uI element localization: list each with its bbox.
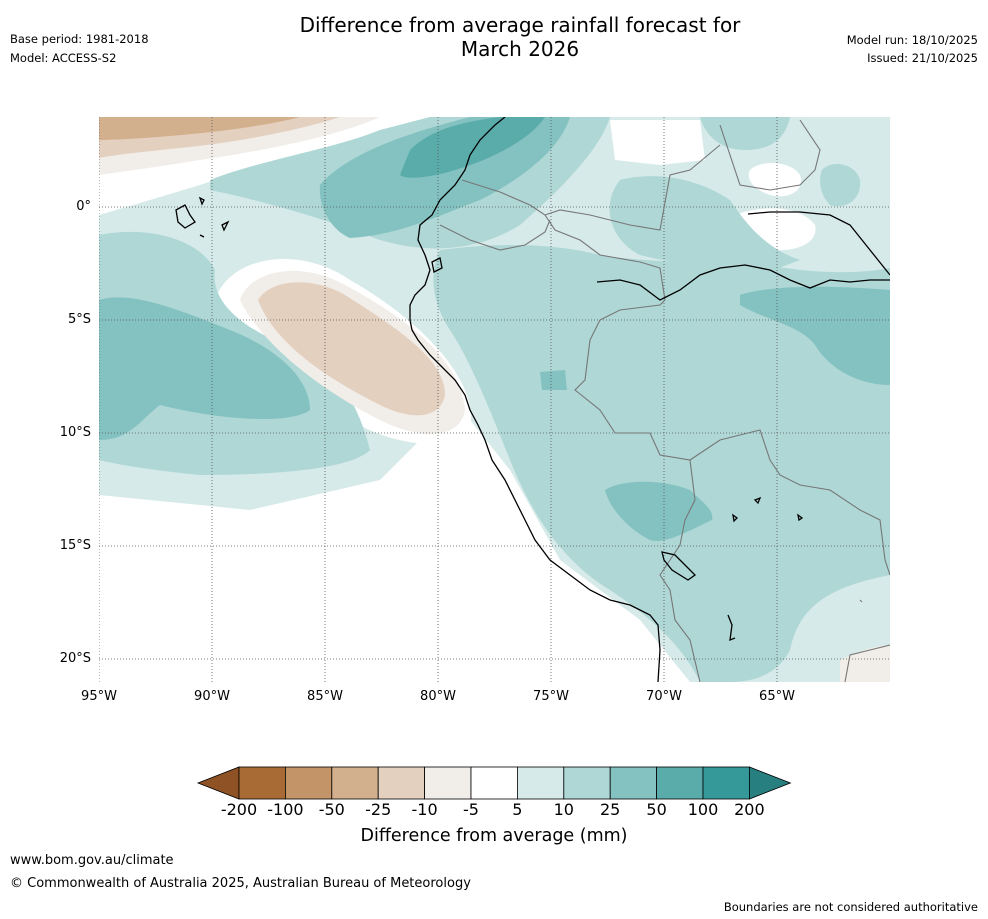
band-neutral-bolivia [748, 163, 801, 197]
colorbar-swatch [238, 766, 286, 800]
border-colombia-peru [461, 179, 666, 301]
band-25-50-peru [540, 370, 567, 390]
colorbar-tick-label: -5 [463, 800, 479, 819]
base-period: Base period: 1981-2018 [10, 32, 149, 46]
footer-url[interactable]: www.bom.gov.au/climate [10, 853, 174, 868]
colorbar-under-arrow [196, 766, 240, 800]
lat-label: 0° [76, 199, 91, 214]
colorbar-swatch [377, 766, 426, 800]
colorbar-tick-label: -10 [411, 800, 438, 819]
galapagos-isabela [175, 204, 196, 229]
footer-copyright: © Commonwealth of Australia 2025, Austra… [10, 876, 471, 891]
model-name: Model: ACCESS-S2 [10, 51, 117, 65]
title-line-1: Difference from average rainfall forecas… [299, 13, 741, 37]
galapagos-island-2 [221, 220, 230, 232]
title-line-2: March 2026 [460, 37, 580, 61]
graticule [99, 117, 890, 682]
colorbar-swatch [424, 766, 472, 800]
band-25-50-amazon-east [740, 286, 890, 385]
lon-label: 70°W [646, 689, 682, 704]
galapagos-island-3 [199, 234, 205, 238]
colorbar-tick-label: -25 [365, 800, 392, 819]
map-title: Difference from average rainfall forecas… [0, 13, 988, 61]
band-se-minus5 [840, 645, 890, 682]
band-neutral-north [610, 120, 705, 165]
country-borders [439, 119, 890, 682]
footer-disclaimer: Boundaries are not considered authoritat… [723, 900, 978, 914]
band-neutral-south [99, 420, 690, 682]
lon-label: 75°W [533, 689, 569, 704]
river-amazon [596, 264, 890, 301]
lake-small-2 [797, 513, 804, 522]
band-minus10-minus25 [258, 282, 445, 416]
colorbar-tick-label: 10 [553, 800, 574, 819]
colorbar-swatch [331, 766, 379, 800]
issued-date: Issued: 21/10/2025 [867, 51, 978, 65]
lat-label: 5°S [67, 312, 91, 327]
lat-label: 20°S [59, 651, 91, 666]
colorbar-swatch [609, 766, 658, 800]
lon-label: 90°W [194, 689, 230, 704]
border-venezuela-brazil [719, 119, 821, 191]
colorbar-swatch [517, 766, 565, 800]
border-peru-brazil-bolivia [574, 299, 890, 576]
model-run: Model run: 18/10/2025 [846, 33, 978, 47]
border-paraguay [844, 644, 890, 682]
colorbar-swatch [284, 766, 333, 800]
colorbar-label: Difference from average (mm) [360, 826, 628, 846]
band-10-25-venezuela [700, 117, 790, 150]
colorbar-swatch [702, 766, 750, 800]
border-fragment [859, 599, 863, 603]
colorbar-tick-label: 200 [734, 800, 765, 819]
band-50-100-colombia [400, 117, 545, 178]
band-10-25-continent [433, 245, 890, 682]
border-bolivia-west [659, 459, 701, 682]
coastline [175, 117, 890, 682]
galapagos-island-1 [198, 196, 205, 206]
lake-titicaca [661, 551, 697, 581]
lat-label: 15°S [59, 538, 91, 553]
colorbar-swatch [470, 766, 518, 800]
lon-label: 65°W [759, 689, 795, 704]
lon-label: 85°W [307, 689, 343, 704]
lon-label: 80°W [420, 689, 456, 704]
colorbar-swatch [656, 766, 704, 800]
colorbar-tick-label: 100 [687, 800, 719, 819]
colorbar-swatch [563, 766, 611, 800]
colorbar-over-arrow [749, 766, 792, 800]
coast-gulf [431, 257, 443, 273]
colorbar-tick-label: 50 [646, 800, 667, 819]
band-10-25-guiana [820, 164, 861, 207]
colorbar-tick-label: -50 [318, 800, 345, 819]
colorbar-tick-label: 5 [512, 800, 523, 819]
colorbar-tick-label: -200 [220, 800, 258, 819]
band-nw-minus25 [99, 117, 300, 140]
river-negro [747, 211, 890, 276]
band-25-50-bolivia [605, 481, 713, 541]
border-colombia-venezuela [544, 144, 721, 231]
band-10-25-amazon-north [609, 176, 800, 275]
lat-label: 10°S [59, 425, 91, 440]
border-ecuador [439, 219, 551, 251]
lake-poopo [727, 614, 736, 642]
band-25-50-pacific [99, 297, 310, 440]
lake-small-3 [732, 513, 738, 523]
lon-label: 95°W [81, 689, 117, 704]
coast-pacific [409, 117, 661, 682]
colorbar-tick-label: -100 [267, 800, 304, 819]
colorbar-tick-label: 25 [600, 800, 621, 819]
lake-small-1 [753, 496, 762, 505]
